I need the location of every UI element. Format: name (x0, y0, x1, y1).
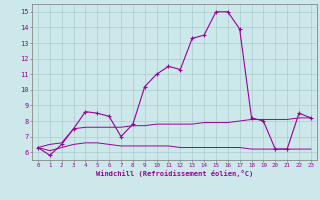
X-axis label: Windchill (Refroidissement éolien,°C): Windchill (Refroidissement éolien,°C) (96, 170, 253, 177)
